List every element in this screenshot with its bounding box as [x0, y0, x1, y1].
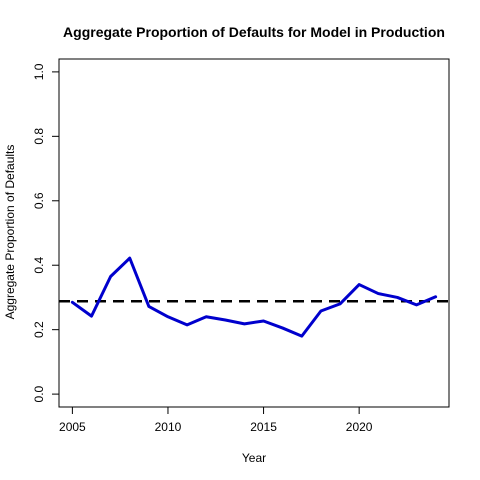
x-axis-label: Year [242, 451, 266, 465]
series-line [70, 256, 438, 338]
y-tick-label: 0.6 [32, 192, 46, 209]
chart-title: Aggregate Proportion of Defaults for Mod… [63, 24, 445, 40]
y-tick-label: 0.8 [32, 128, 46, 145]
x-tick-label: 2005 [59, 420, 86, 434]
y-tick-label: 0.4 [32, 257, 46, 274]
x-tick-label: 2010 [155, 420, 182, 434]
y-tick-label: 1.0 [32, 63, 46, 80]
x-axis: 2005 2010 2015 2020 [59, 407, 373, 434]
x-tick-label: 2015 [250, 420, 277, 434]
series-layer [70, 256, 438, 338]
y-axis: 0.0 0.2 0.4 0.6 0.8 1.0 [32, 63, 59, 402]
plot-area-frame [58, 58, 450, 408]
y-tick-label: 0.0 [32, 385, 46, 402]
x-tick-label: 2020 [346, 420, 373, 434]
y-axis-label: Aggregate Proportion of Defaults [3, 145, 17, 320]
y-tick-label: 0.2 [32, 321, 46, 338]
